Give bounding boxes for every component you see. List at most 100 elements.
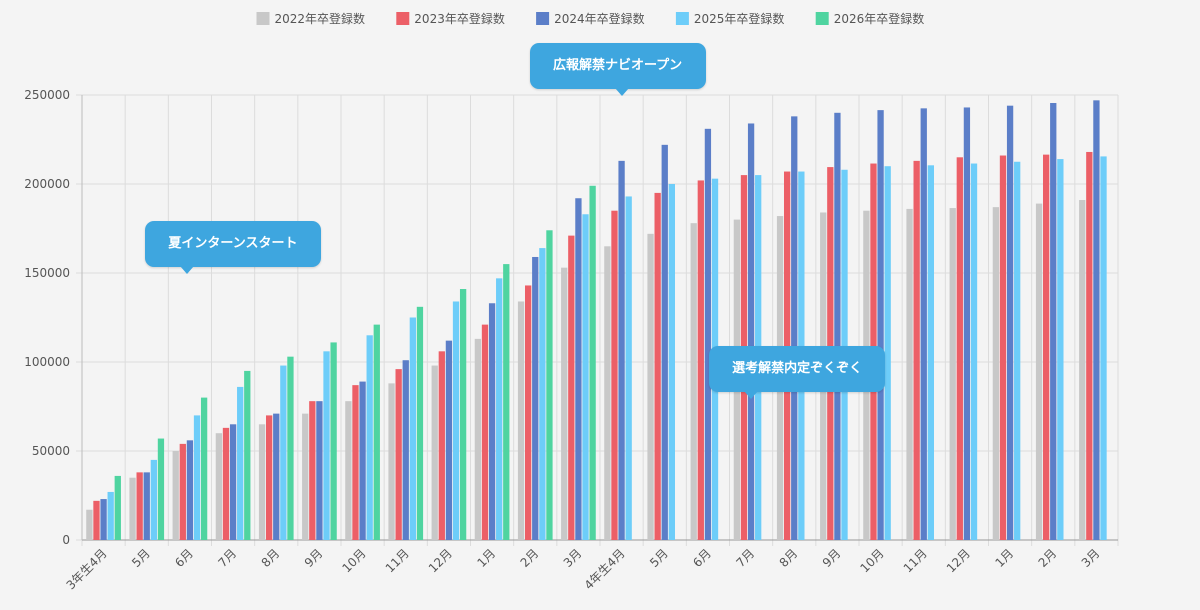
bar[interactable]	[970, 163, 978, 540]
bar[interactable]	[309, 401, 316, 540]
bar[interactable]	[661, 144, 668, 540]
bar[interactable]	[345, 401, 352, 540]
bar[interactable]	[963, 107, 971, 541]
bar[interactable]	[359, 381, 366, 540]
bar[interactable]	[546, 230, 553, 540]
bar[interactable]	[402, 360, 409, 540]
bar[interactable]	[747, 123, 755, 540]
legend-swatch[interactable]	[256, 12, 270, 25]
bar[interactable]	[654, 192, 661, 540]
bar[interactable]	[704, 128, 712, 540]
legend-label[interactable]: 2024年卒登録数	[554, 11, 645, 26]
bar[interactable]	[992, 207, 1000, 540]
bar[interactable]	[956, 157, 963, 541]
bar[interactable]	[604, 246, 611, 541]
bar[interactable]	[129, 477, 136, 540]
legend-swatch[interactable]	[536, 12, 550, 25]
bar[interactable]	[1093, 100, 1100, 540]
bar[interactable]	[200, 397, 208, 540]
bar[interactable]	[438, 351, 445, 540]
bar[interactable]	[287, 356, 294, 540]
bar[interactable]	[1043, 154, 1050, 540]
bar[interactable]	[488, 303, 496, 540]
bar[interactable]	[1086, 151, 1093, 540]
bar[interactable]	[647, 233, 654, 540]
bar[interactable]	[316, 401, 323, 540]
bar[interactable]	[503, 264, 510, 540]
bar[interactable]	[388, 383, 395, 540]
bar[interactable]	[366, 335, 373, 540]
bar[interactable]	[913, 160, 920, 541]
bar[interactable]	[690, 223, 697, 540]
bar[interactable]	[539, 248, 546, 540]
bar[interactable]	[618, 160, 625, 541]
bar[interactable]	[86, 509, 93, 540]
bar[interactable]	[1057, 159, 1064, 540]
bar[interactable]	[561, 267, 568, 540]
bar[interactable]	[395, 369, 402, 540]
bar[interactable]	[1035, 203, 1043, 540]
bar[interactable]	[266, 415, 273, 540]
legend-swatch[interactable]	[396, 12, 410, 25]
bar[interactable]	[575, 198, 582, 541]
bar[interactable]	[431, 365, 438, 540]
bar[interactable]	[186, 440, 194, 540]
bar[interactable]	[229, 424, 237, 540]
bar[interactable]	[330, 342, 337, 540]
bar[interactable]	[172, 451, 179, 540]
bar[interactable]	[517, 301, 525, 540]
legend-label[interactable]: 2023年卒登録数	[414, 11, 505, 26]
bar[interactable]	[93, 500, 100, 540]
bar[interactable]	[525, 285, 532, 540]
bar[interactable]	[927, 165, 934, 540]
bar[interactable]	[1079, 200, 1086, 540]
bar[interactable]	[1100, 156, 1107, 540]
bar[interactable]	[352, 385, 359, 540]
bar[interactable]	[459, 289, 467, 540]
bar[interactable]	[157, 438, 165, 540]
bar[interactable]	[589, 185, 596, 540]
bar[interactable]	[884, 166, 891, 540]
bar[interactable]	[280, 365, 287, 540]
legend-swatch[interactable]	[815, 12, 829, 25]
legend-label[interactable]: 2022年卒登録数	[275, 11, 366, 26]
bar[interactable]	[114, 475, 121, 540]
bar[interactable]	[179, 443, 186, 540]
bar[interactable]	[215, 433, 223, 540]
bar[interactable]	[791, 116, 798, 541]
bar[interactable]	[920, 108, 927, 540]
legend-swatch[interactable]	[675, 12, 689, 25]
bar[interactable]	[949, 208, 956, 540]
bar[interactable]	[107, 491, 114, 540]
legend-label[interactable]: 2025年卒登録数	[694, 11, 785, 26]
bar[interactable]	[496, 278, 503, 540]
bar[interactable]	[1050, 103, 1057, 540]
bar[interactable]	[452, 301, 460, 540]
bar[interactable]	[244, 370, 251, 540]
bar[interactable]	[668, 184, 675, 540]
bar[interactable]	[222, 427, 230, 540]
bar[interactable]	[136, 472, 143, 540]
bar[interactable]	[150, 459, 157, 540]
bar[interactable]	[143, 472, 150, 540]
legend-label[interactable]: 2026年卒登録数	[834, 11, 925, 26]
bar[interactable]	[877, 110, 884, 540]
bar[interactable]	[611, 210, 618, 540]
bar[interactable]	[834, 112, 841, 541]
bar[interactable]	[323, 351, 330, 540]
bar[interactable]	[999, 155, 1007, 540]
bar[interactable]	[445, 340, 453, 540]
bar[interactable]	[906, 208, 913, 541]
bar[interactable]	[697, 180, 704, 540]
bar[interactable]	[373, 324, 380, 540]
bar[interactable]	[1006, 105, 1014, 541]
bar[interactable]	[532, 256, 539, 540]
bar[interactable]	[237, 386, 244, 540]
bar[interactable]	[481, 324, 489, 540]
bar[interactable]	[474, 338, 482, 540]
bar[interactable]	[568, 235, 575, 540]
bar[interactable]	[258, 424, 266, 540]
bar[interactable]	[302, 413, 309, 540]
bar[interactable]	[193, 415, 201, 540]
bar[interactable]	[273, 413, 280, 540]
